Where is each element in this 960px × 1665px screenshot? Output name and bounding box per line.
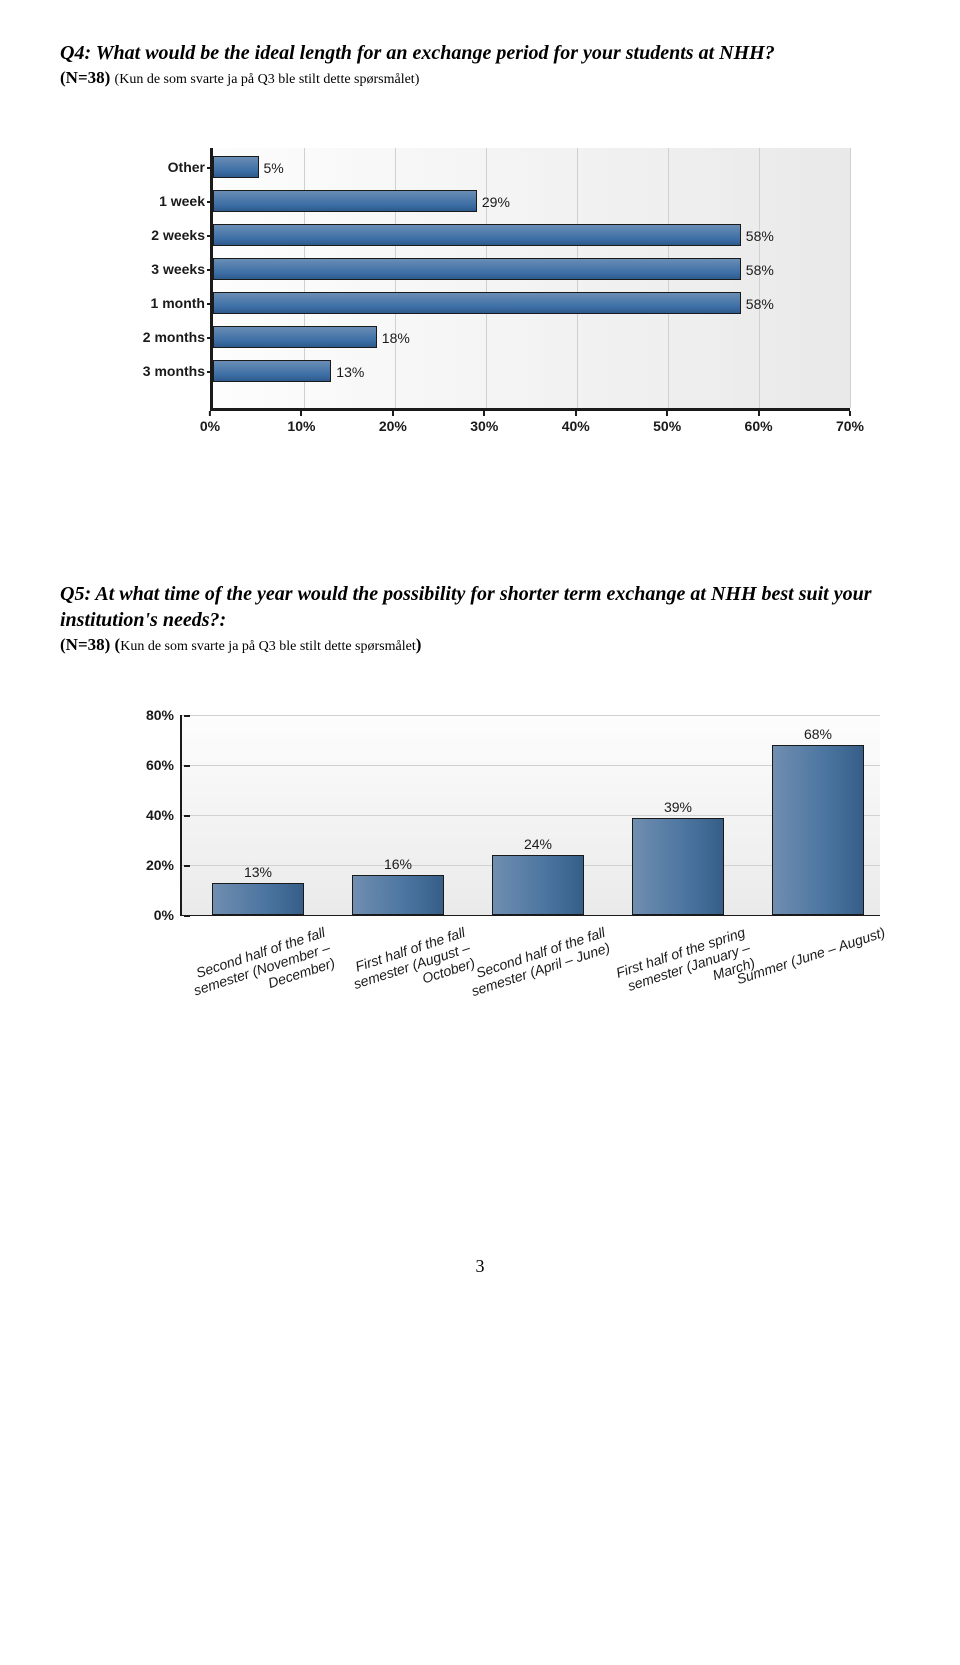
value-label: 58% [740, 293, 774, 315]
q5-n: (N=38) [60, 635, 110, 654]
value-label: 24% [524, 836, 552, 856]
value-label: 13% [330, 361, 364, 383]
q4-note: (N=38) (Kun de som svarte ja på Q3 ble s… [60, 68, 900, 88]
x-tick: 40% [562, 411, 590, 434]
bar: 58% [213, 224, 741, 246]
bar: 18% [213, 326, 377, 348]
q4-chart: Other5% 1 week29% 2 weeks58% 3 weeks58% 1 mo… [130, 148, 850, 441]
bar-row: 1 week29% [213, 190, 850, 212]
value-label: 58% [740, 225, 774, 247]
value-label: 39% [664, 799, 692, 819]
gridline [850, 148, 851, 408]
value-label: 5% [258, 157, 284, 179]
bar: 13% [212, 883, 304, 916]
bar-row: 3 months13% [213, 360, 850, 382]
q4-plot-area: Other5% 1 week29% 2 weeks58% 3 weeks58% 1 mo… [210, 148, 850, 411]
x-tick: 30% [470, 411, 498, 434]
bar-row: 2 months18% [213, 326, 850, 348]
value-label: 68% [804, 726, 832, 746]
category-label: 1 week [125, 190, 213, 212]
bar: 39% [632, 818, 724, 916]
x-tick: 0% [200, 411, 220, 434]
bar: 16% [352, 875, 444, 915]
q5-plot-area: 0%20%40%60%80%13%16%24%39%68% [180, 715, 880, 916]
bar: 13% [213, 360, 331, 382]
x-tick: 20% [379, 411, 407, 434]
bar: 58% [213, 292, 741, 314]
y-tick: 20% [146, 857, 182, 873]
q5-subnote: Kun de som svarte ja på Q3 ble stilt det… [120, 639, 416, 654]
x-tick: 60% [745, 411, 773, 434]
q5-title: Q5: At what time of the year would the p… [60, 581, 900, 633]
bar: 68% [772, 745, 864, 915]
bar: 58% [213, 258, 741, 280]
q4-n: (N=38) [60, 68, 110, 87]
y-tick: 80% [146, 707, 182, 723]
q4-x-axis: 0%10%20%30%40%50%60%70% [210, 411, 850, 441]
bar-row: Other5% [213, 156, 850, 178]
value-label: 29% [476, 191, 510, 213]
gridline [182, 715, 880, 716]
q5-note-suffix: ) [416, 635, 422, 654]
bar-row: 1 month58% [213, 292, 850, 314]
category-label: 3 months [125, 360, 213, 382]
bar: 29% [213, 190, 477, 212]
q4-title: Q4: What would be the ideal length for a… [60, 40, 900, 66]
y-tick: 60% [146, 757, 182, 773]
category-label: 2 weeks [125, 224, 213, 246]
category-label: 3 weeks [125, 258, 213, 280]
bar: 5% [213, 156, 259, 178]
category-label: 2 months [125, 326, 213, 348]
q4-subnote: (Kun de som svarte ja på Q3 ble stilt de… [115, 72, 420, 87]
q5-chart: 0%20%40%60%80%13%16%24%39%68% Second hal… [130, 715, 880, 1036]
bar-row: 3 weeks58% [213, 258, 850, 280]
value-label: 16% [384, 856, 412, 876]
x-tick: 50% [653, 411, 681, 434]
q5-note: (N=38) (Kun de som svarte ja på Q3 ble s… [60, 635, 900, 655]
value-label: 58% [740, 259, 774, 281]
y-tick: 0% [154, 907, 182, 923]
value-label: 18% [376, 327, 410, 349]
bar-row: 2 weeks58% [213, 224, 850, 246]
x-tick: 70% [836, 411, 864, 434]
page-number: 3 [60, 1256, 900, 1277]
x-tick: 10% [287, 411, 315, 434]
q5-x-axis: Second half of the fallsemester (Novembe… [180, 916, 880, 1036]
y-tick: 40% [146, 807, 182, 823]
category-label: Other [125, 156, 213, 178]
category-label: 1 month [125, 292, 213, 314]
bar: 24% [492, 855, 584, 915]
value-label: 13% [244, 864, 272, 884]
